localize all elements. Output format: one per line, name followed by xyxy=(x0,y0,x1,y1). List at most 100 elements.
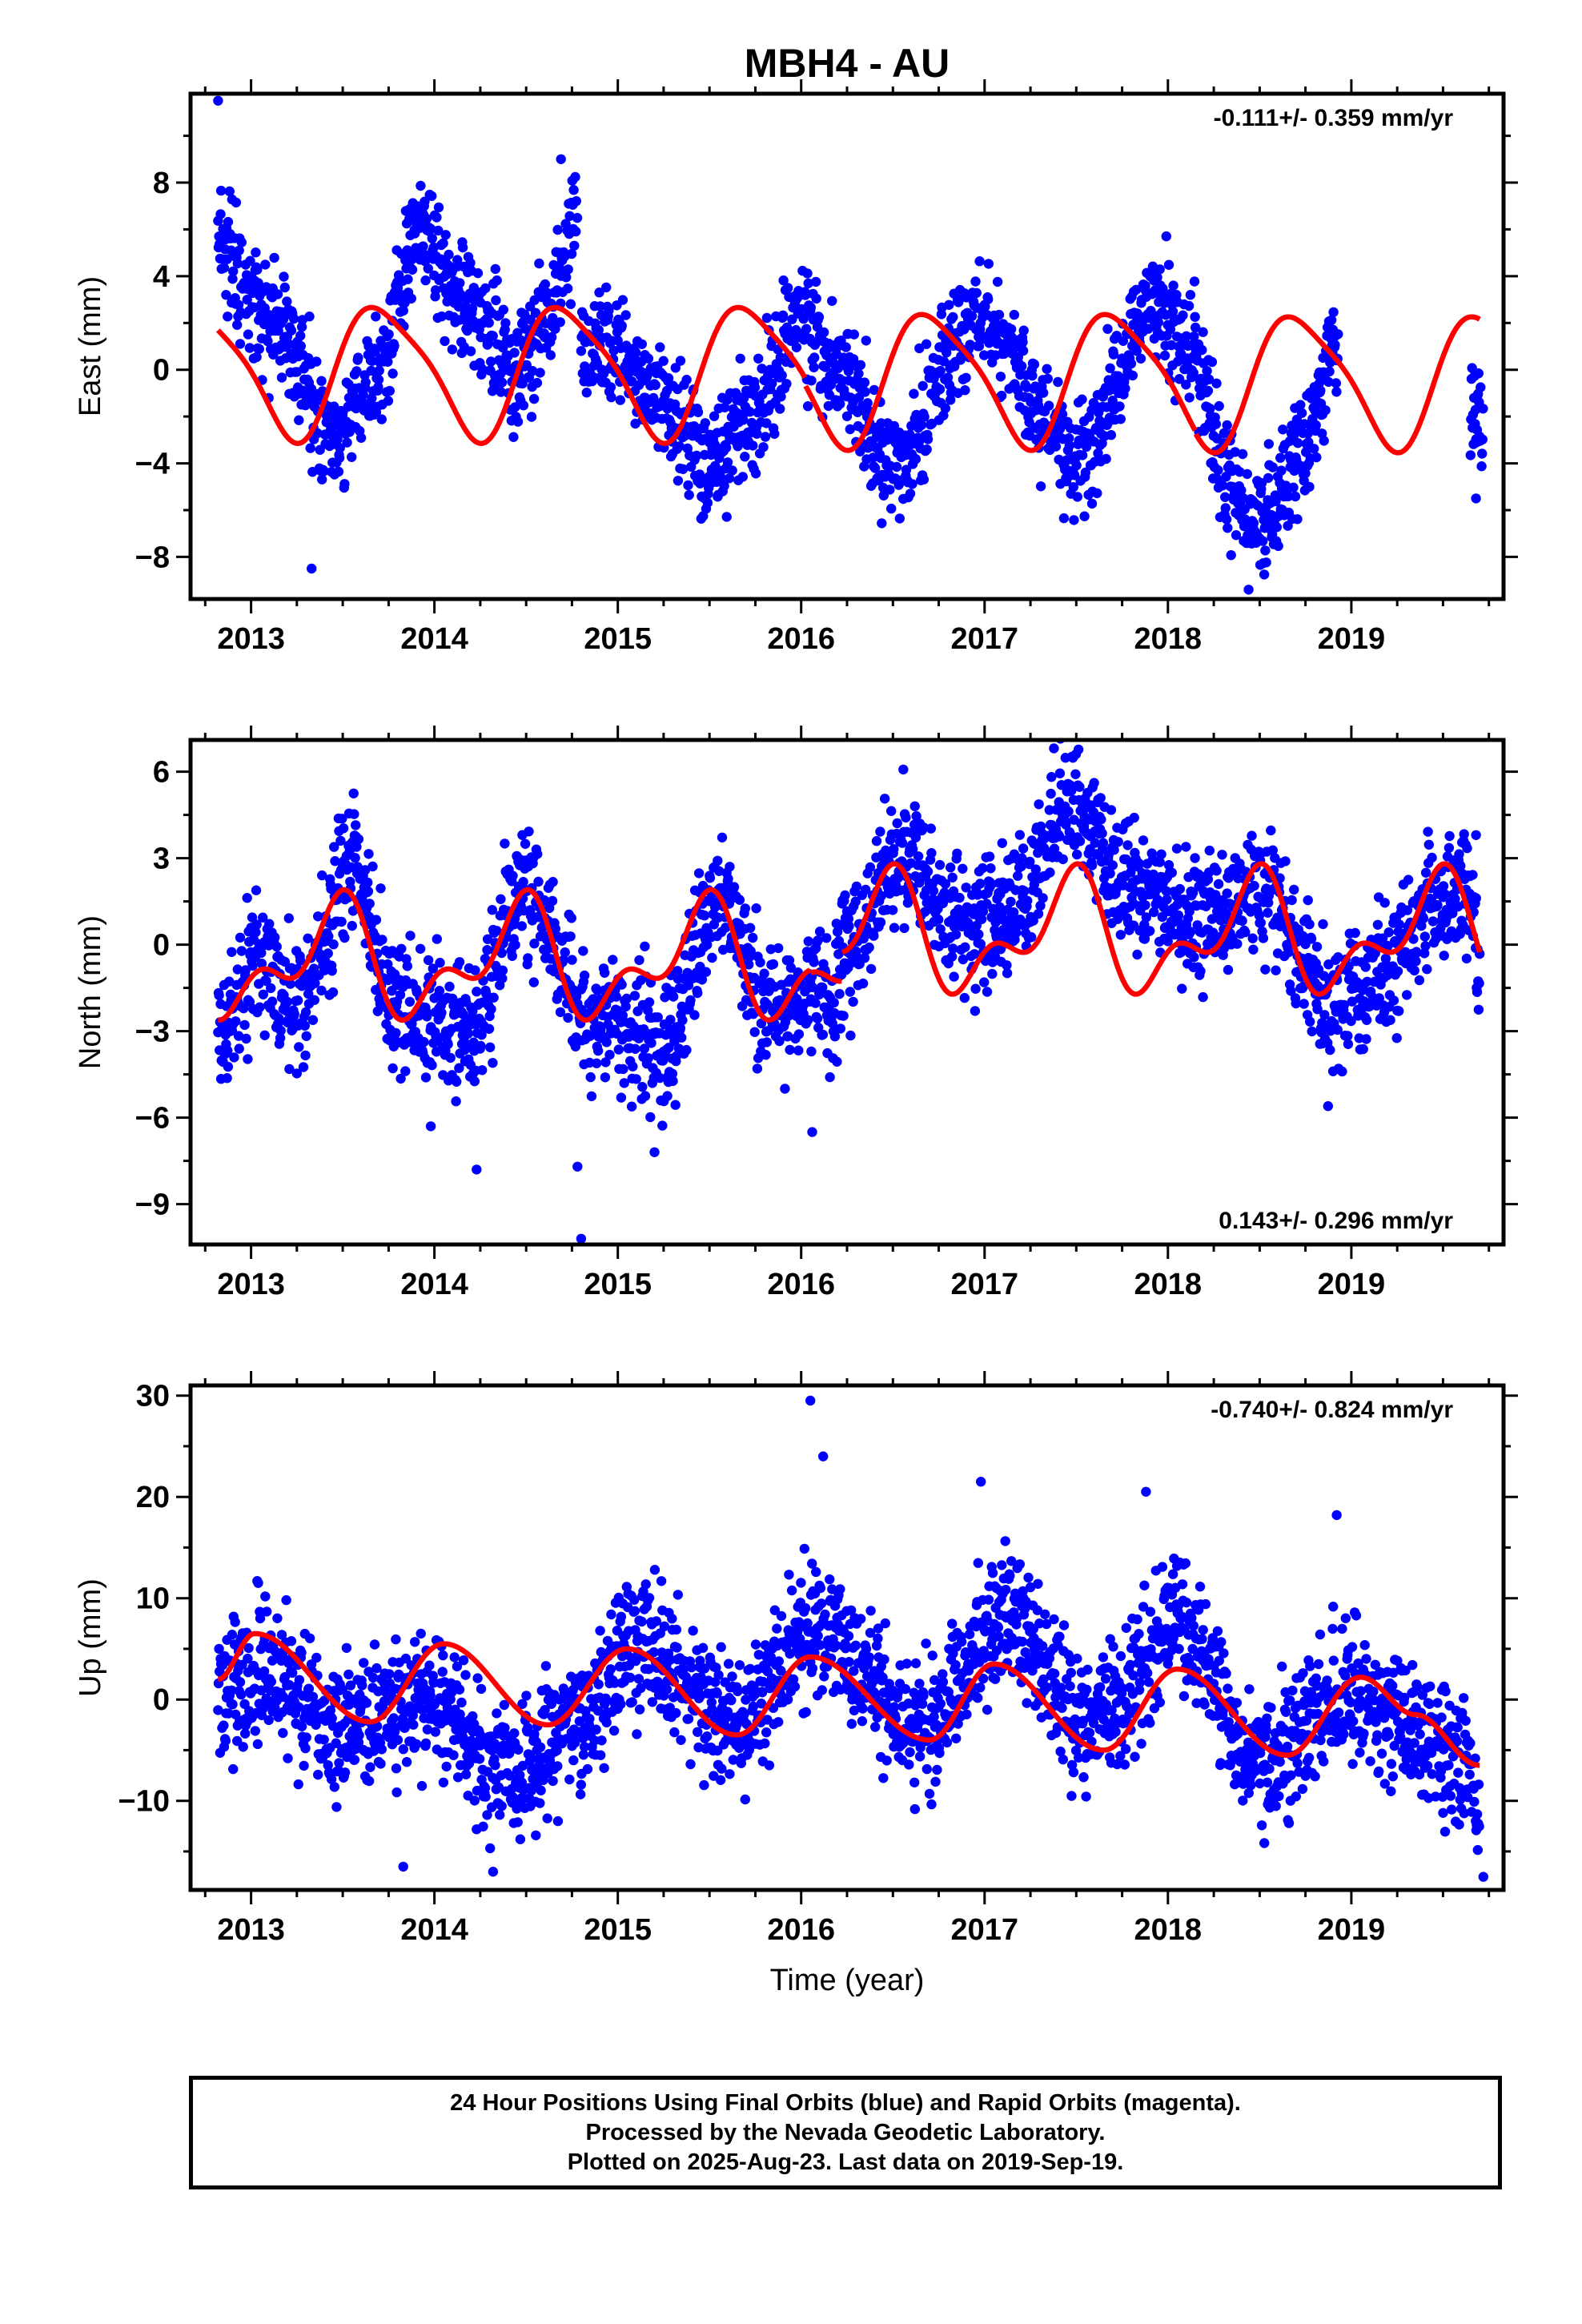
position-dot xyxy=(1271,965,1281,975)
position-dot xyxy=(817,982,828,993)
position-dot xyxy=(317,474,327,485)
position-dot xyxy=(1283,491,1294,501)
position-dot xyxy=(889,923,900,933)
position-dot xyxy=(404,996,416,1007)
position-dot xyxy=(552,224,563,235)
position-dot xyxy=(875,917,886,927)
position-dot xyxy=(396,1073,406,1084)
position-dot xyxy=(1333,329,1343,340)
position-dot-outlier xyxy=(425,1121,436,1132)
position-dot xyxy=(761,418,772,428)
position-dot xyxy=(1331,378,1342,388)
position-dot xyxy=(700,418,710,428)
position-dot xyxy=(997,838,1008,849)
position-dot xyxy=(266,1676,276,1687)
position-dot xyxy=(684,489,694,501)
position-dot xyxy=(251,247,261,258)
position-dot xyxy=(1080,467,1091,478)
y-tick-label: 4 xyxy=(153,260,170,294)
position-dot xyxy=(256,947,267,959)
position-dot xyxy=(508,870,518,881)
position-dot xyxy=(224,186,235,197)
position-dot xyxy=(1174,374,1185,384)
position-dot xyxy=(916,420,927,431)
position-dot xyxy=(468,283,479,293)
position-dot xyxy=(1223,523,1233,533)
position-dot xyxy=(934,859,946,870)
position-dot xyxy=(327,966,337,976)
x-tick-label: 2014 xyxy=(400,1268,468,1301)
position-dot xyxy=(643,353,654,364)
position-dot xyxy=(1140,900,1150,911)
position-dot xyxy=(760,432,771,442)
position-dot xyxy=(848,996,858,1007)
position-dot xyxy=(451,1096,461,1107)
position-dot xyxy=(1472,987,1483,998)
position-dot xyxy=(299,1760,309,1771)
position-dot xyxy=(281,1594,291,1606)
position-dot xyxy=(465,258,476,268)
position-dot xyxy=(1102,324,1113,334)
position-dot xyxy=(443,1039,453,1050)
position-dot xyxy=(693,868,705,879)
position-dot xyxy=(1311,452,1322,463)
position-dot xyxy=(1046,772,1057,782)
position-dot xyxy=(918,474,930,485)
position-dot xyxy=(498,304,508,315)
position-dot xyxy=(1454,849,1464,859)
position-dot xyxy=(1383,927,1394,938)
position-dot xyxy=(829,1031,841,1042)
position-dot xyxy=(683,480,693,491)
position-dot xyxy=(817,1029,829,1040)
position-dot xyxy=(675,1023,686,1034)
position-dot xyxy=(1086,498,1098,509)
position-dot xyxy=(347,920,357,931)
position-dot xyxy=(1471,893,1482,903)
position-dot xyxy=(1033,908,1044,919)
position-dot xyxy=(432,212,442,223)
position-dot xyxy=(921,339,932,349)
position-dot xyxy=(1394,919,1405,930)
position-dot xyxy=(803,1015,813,1025)
position-dot xyxy=(452,1076,462,1088)
position-dot xyxy=(940,879,951,889)
position-dot xyxy=(634,955,644,966)
position-dot xyxy=(1018,345,1029,356)
daily-positions xyxy=(213,1395,1489,1882)
position-dot xyxy=(1324,366,1335,377)
position-dot xyxy=(1242,468,1253,480)
position-dot xyxy=(215,185,227,196)
position-dot xyxy=(675,356,686,366)
daily-positions xyxy=(213,740,1485,1244)
position-dot xyxy=(990,917,1001,927)
position-dot xyxy=(616,320,627,331)
position-dot xyxy=(1018,843,1029,854)
position-dot xyxy=(323,948,333,959)
position-dot xyxy=(560,947,570,958)
position-dot xyxy=(762,999,773,1010)
position-dot xyxy=(593,324,604,336)
x-tick-label: 2016 xyxy=(767,622,835,656)
position-dot xyxy=(303,988,314,999)
position-dot xyxy=(774,1035,785,1047)
position-dot xyxy=(274,1013,284,1023)
position-dot xyxy=(668,991,679,1002)
position-dot-outlier xyxy=(572,1161,583,1172)
position-dot xyxy=(294,1675,305,1685)
position-dot xyxy=(1188,368,1199,378)
position-dot xyxy=(328,939,339,950)
position-dot xyxy=(785,963,797,973)
position-dot xyxy=(752,1063,763,1074)
position-dot xyxy=(1261,557,1271,568)
position-dot xyxy=(373,382,383,392)
position-dot xyxy=(284,1679,295,1691)
position-dot xyxy=(1290,491,1301,502)
position-dot xyxy=(738,393,749,404)
position-dot xyxy=(667,1068,678,1080)
position-dot xyxy=(909,388,919,399)
position-dot xyxy=(1107,860,1118,870)
position-dot xyxy=(235,932,246,943)
position-dot xyxy=(806,1046,817,1057)
position-dot xyxy=(1035,481,1046,492)
position-dot xyxy=(1203,374,1215,384)
